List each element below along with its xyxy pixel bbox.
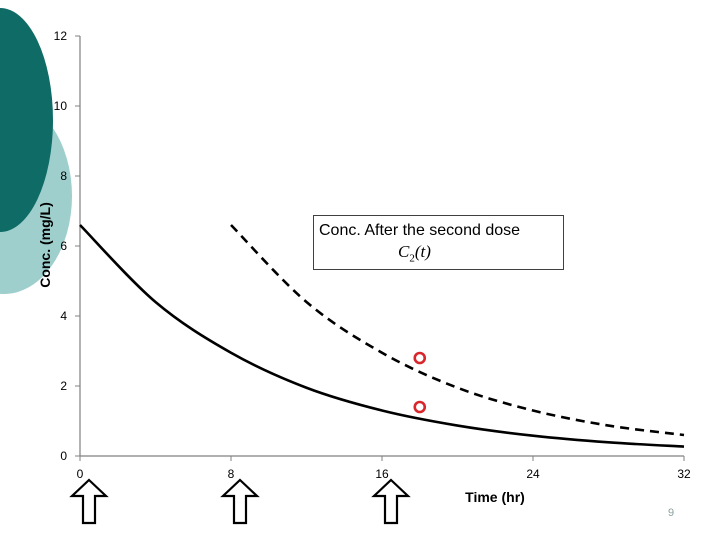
x-tick-label: 16	[375, 467, 389, 481]
x-tick-label: 24	[526, 467, 540, 481]
chart-markers	[413, 351, 427, 414]
annotation-text: Conc. After the second dose	[319, 222, 521, 239]
formula-subscript: 2	[409, 252, 415, 265]
y-axis-label: Conc. (mg/L)	[37, 202, 53, 288]
formula-symbol: C	[398, 242, 410, 261]
dose-arrows	[69, 478, 411, 525]
y-tick-label: 8	[60, 169, 67, 183]
series-line-second-dose	[230, 224, 685, 437]
data-marker	[413, 400, 427, 414]
y-tick-label: 12	[54, 29, 68, 43]
slide-number: 9	[668, 507, 675, 519]
up-arrow-icon	[220, 478, 260, 525]
decor-circle-dark	[0, 8, 53, 232]
x-tick-label: 32	[677, 467, 691, 481]
y-tick-label: 2	[60, 379, 67, 393]
x-tick-label: 8	[228, 467, 235, 481]
x-tick-label: 0	[77, 467, 84, 481]
up-arrow-icon	[371, 478, 411, 525]
data-marker	[413, 351, 427, 365]
series-line-first-dose	[79, 224, 685, 448]
y-tick-label: 4	[60, 309, 67, 323]
formula-argument: (t)	[414, 242, 431, 261]
y-tick-label: 10	[54, 99, 68, 113]
x-axis-label: Time (hr)	[465, 489, 525, 505]
up-arrow-icon	[69, 478, 109, 525]
y-tick-label: 6	[60, 239, 67, 253]
annotation-formula: C2(t)	[398, 242, 431, 264]
y-tick-label: 0	[60, 449, 67, 463]
slide-decoration	[0, 8, 72, 294]
chart-series	[79, 224, 685, 448]
annotation-box: Conc. After the second dose C2(t)	[313, 215, 564, 270]
